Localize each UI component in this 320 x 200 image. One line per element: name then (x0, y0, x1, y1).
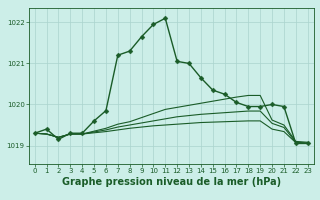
X-axis label: Graphe pression niveau de la mer (hPa): Graphe pression niveau de la mer (hPa) (62, 177, 281, 187)
